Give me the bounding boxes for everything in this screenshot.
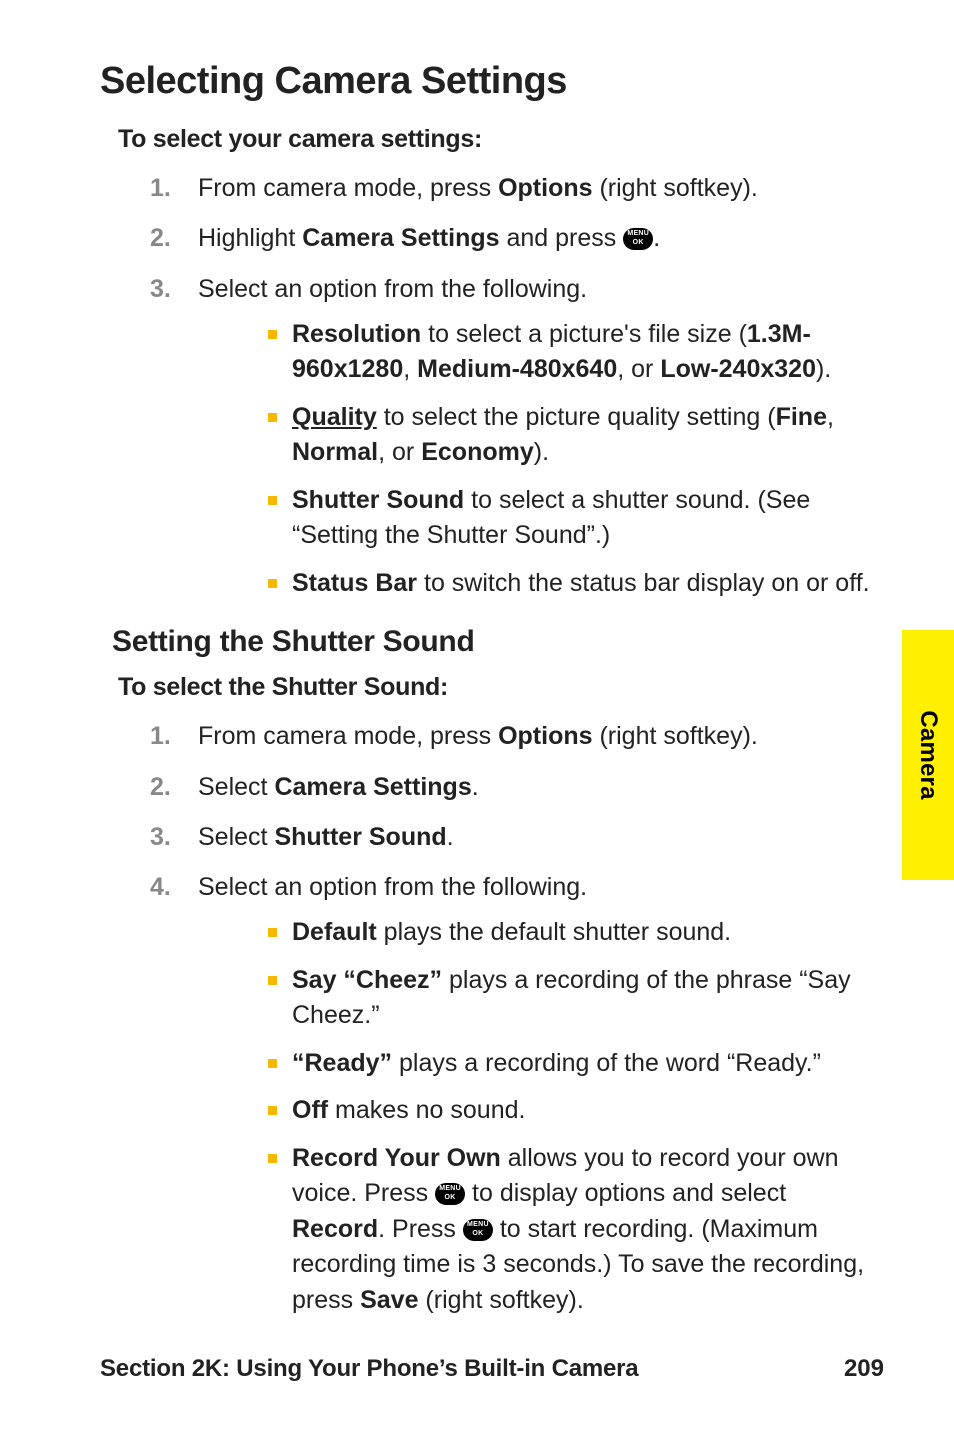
list-item: Say “Cheez” plays a recording of the phr… (268, 963, 884, 1034)
step-text: (right softkey). (593, 722, 758, 750)
page-footer: Section 2K: Using Your Phone’s Built-in … (100, 1355, 884, 1383)
side-tab-label: Camera (914, 710, 942, 799)
option-text: to select a picture's file size ( (421, 320, 747, 348)
step-text: Select (198, 773, 274, 801)
option-bold: Record (292, 1215, 378, 1243)
list-item: Shutter Sound to select a shutter sound.… (268, 483, 884, 554)
option-name: Record Your Own (292, 1144, 501, 1172)
option-text: makes no sound. (328, 1096, 525, 1124)
list-item: Default plays the default shutter sound. (268, 915, 884, 951)
option-text: , (403, 355, 417, 383)
footer-page-number: 209 (844, 1355, 884, 1383)
step-number: 3. (150, 271, 171, 307)
step-bold: Camera Settings (274, 773, 471, 801)
step-bold: Options (498, 722, 592, 750)
option-text: plays a recording of the word “Ready.” (392, 1049, 821, 1077)
option-text: , or (378, 438, 421, 466)
option-name: Status Bar (292, 569, 417, 597)
step-1: 1. From camera mode, press Options (righ… (150, 718, 884, 754)
option-bold: Save (360, 1286, 418, 1314)
option-text: . Press (378, 1215, 463, 1243)
step-text: . (447, 823, 454, 851)
step-4: 4. Select an option from the following. … (150, 869, 884, 1318)
step-number: 1. (150, 718, 171, 754)
option-text: , or (617, 355, 660, 383)
step-text: and press (500, 224, 624, 252)
option-text: ). (816, 355, 831, 383)
menu-ok-icon (463, 1219, 493, 1241)
option-bold: Normal (292, 438, 378, 466)
step-number: 2. (150, 769, 171, 805)
step-number: 3. (150, 819, 171, 855)
step-text: . (472, 773, 479, 801)
option-name: Quality (292, 403, 377, 431)
option-text: to display options and select (465, 1179, 786, 1207)
step-number: 2. (150, 220, 171, 256)
step-text: Highlight (198, 224, 302, 252)
options-list-1: Resolution to select a picture's file si… (268, 317, 884, 602)
step-text: Select an option from the following. (198, 873, 587, 901)
steps-list-1: 1. From camera mode, press Options (righ… (150, 170, 884, 601)
option-text: to switch the status bar display on or o… (417, 569, 870, 597)
step-text: From camera mode, press (198, 174, 498, 202)
step-text: Select an option from the following. (198, 275, 587, 303)
option-name: Shutter Sound (292, 486, 464, 514)
option-text: to select the picture quality setting ( (377, 403, 776, 431)
option-name: Off (292, 1096, 328, 1124)
list-item: Resolution to select a picture's file si… (268, 317, 884, 388)
option-bold: Medium-480x640 (417, 355, 617, 383)
list-item: Off makes no sound. (268, 1093, 884, 1129)
option-name: “Ready” (292, 1049, 392, 1077)
intro-label-2: To select the Shutter Sound: (118, 673, 884, 702)
option-bold: Fine (776, 403, 827, 431)
list-item: Record Your Own allows you to record you… (268, 1141, 884, 1319)
steps-list-2: 1. From camera mode, press Options (righ… (150, 718, 884, 1318)
step-bold: Options (498, 174, 592, 202)
step-text: (right softkey). (593, 174, 758, 202)
step-2: 2. Select Camera Settings. (150, 769, 884, 805)
page-title: Selecting Camera Settings (100, 60, 884, 103)
step-text: Select (198, 823, 274, 851)
option-text: , (827, 403, 834, 431)
subheading: Setting the Shutter Sound (112, 625, 884, 659)
menu-ok-icon (623, 228, 653, 250)
option-name: Say “Cheez” (292, 966, 442, 994)
list-item: Quality to select the picture quality se… (268, 400, 884, 471)
option-text: ). (534, 438, 549, 466)
step-3: 3. Select Shutter Sound. (150, 819, 884, 855)
option-text: plays the default shutter sound. (377, 918, 731, 946)
options-list-2: Default plays the default shutter sound.… (268, 915, 884, 1318)
side-tab: Camera (902, 630, 954, 880)
step-bold: Camera Settings (302, 224, 499, 252)
menu-ok-icon (435, 1183, 465, 1205)
step-number: 1. (150, 170, 171, 206)
option-bold: Economy (421, 438, 534, 466)
step-bold: Shutter Sound (274, 823, 446, 851)
page: Selecting Camera Settings To select your… (0, 0, 954, 1431)
step-text: From camera mode, press (198, 722, 498, 750)
option-name: Resolution (292, 320, 421, 348)
step-text: . (653, 224, 660, 252)
option-name: Default (292, 918, 377, 946)
step-2: 2. Highlight Camera Settings and press . (150, 220, 884, 256)
intro-label-1: To select your camera settings: (118, 125, 884, 154)
list-item: “Ready” plays a recording of the word “R… (268, 1046, 884, 1082)
footer-section: Section 2K: Using Your Phone’s Built-in … (100, 1355, 638, 1383)
option-bold: Low-240x320 (660, 355, 816, 383)
step-3: 3. Select an option from the following. … (150, 271, 884, 602)
option-text: (right softkey). (418, 1286, 583, 1314)
list-item: Status Bar to switch the status bar disp… (268, 566, 884, 602)
step-1: 1. From camera mode, press Options (righ… (150, 170, 884, 206)
step-number: 4. (150, 869, 171, 905)
